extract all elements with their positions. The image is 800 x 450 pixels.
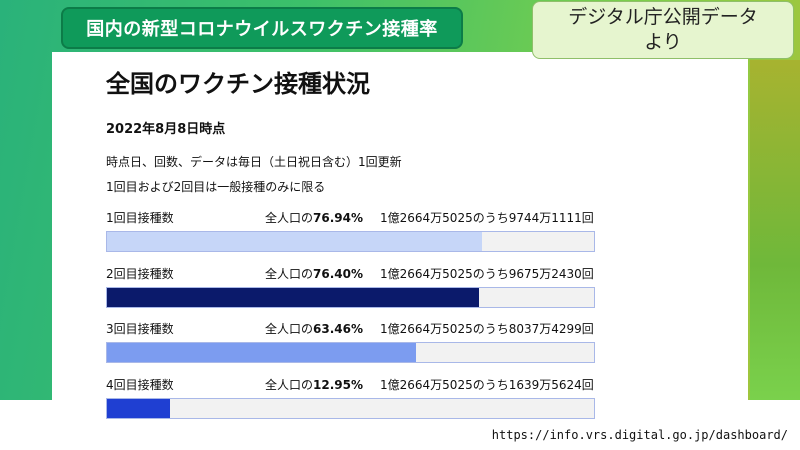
dose-3-count: 1億2664万5025のうち8037万4299回 [380, 322, 594, 336]
dose-2-label: 2回目接種数 [106, 267, 174, 281]
dose-1-label: 1回目接種数 [106, 211, 174, 225]
update-note: 時点日、回数、データは毎日（土日祝日含む）1回更新 [106, 155, 402, 169]
source-line-1: デジタル庁公開データ [568, 6, 758, 28]
dose-3-label: 3回目接種数 [106, 322, 174, 336]
dose-4-count: 1億2664万5025のうち1639万5624回 [380, 378, 594, 392]
dose-2-progress-fill [107, 288, 480, 307]
dose-2-count: 1億2664万5025のうち9675万2430回 [380, 267, 594, 281]
dose-1-progress-bar [106, 231, 595, 252]
dose-4-label: 4回目接種数 [106, 378, 174, 392]
dose-4-percentage: 全人口の12.95% [265, 376, 363, 393]
dose-2-progress-bar [106, 287, 595, 308]
pct-prefix: 全人口の [265, 267, 314, 281]
dose-4-progress-bar [106, 398, 595, 419]
dose-1-count: 1億2664万5025のうち9744万1111回 [380, 211, 594, 225]
dose-1-percentage: 全人口の76.94% [265, 209, 363, 226]
dose-3-progress-bar [106, 342, 595, 363]
source-url[interactable]: https://info.vrs.digital.go.jp/dashboard… [491, 428, 788, 442]
pct-prefix: 全人口の [265, 322, 314, 336]
pct-value: 76.40% [313, 267, 363, 281]
scope-note: 1回目および2回目は一般接種のみに限る [106, 180, 326, 194]
pct-value: 63.46% [313, 322, 363, 336]
dose-2-percentage: 全人口の76.40% [265, 265, 363, 282]
source-line-2: より [644, 31, 682, 53]
pct-prefix: 全人口の [265, 211, 314, 225]
dose-3-progress-fill [107, 343, 417, 362]
dose-1-progress-fill [107, 232, 482, 251]
dose-4-progress-fill [107, 399, 171, 418]
background-right-strip [750, 60, 800, 400]
as-of-date: 2022年8月8日時点 [106, 122, 226, 137]
page-title: 全国のワクチン接種状況 [106, 70, 370, 98]
source-note: デジタル庁公開データ より [532, 1, 794, 59]
dose-3-percentage: 全人口の63.46% [265, 320, 363, 337]
slide-title: 国内の新型コロナウイルスワクチン接種率 [61, 7, 463, 49]
pct-prefix: 全人口の [265, 378, 314, 392]
pct-value: 12.95% [313, 378, 363, 392]
pct-value: 76.94% [313, 211, 363, 225]
